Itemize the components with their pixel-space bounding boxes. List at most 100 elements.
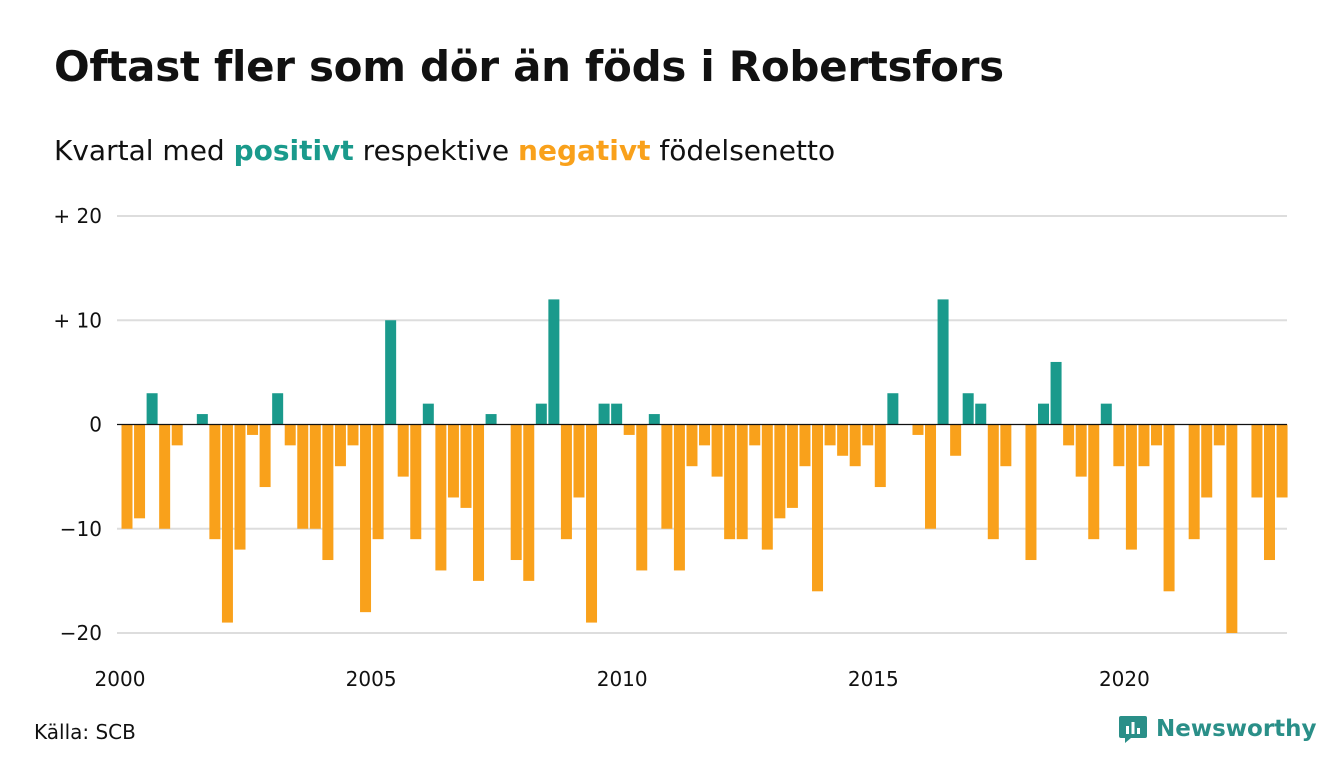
- bar-negative: [573, 424, 585, 498]
- bar-negative: [686, 424, 698, 467]
- newsworthy-logo[interactable]: Newsworthy: [1118, 714, 1317, 744]
- x-axis: 2000 2005 2010 2015 2020: [95, 667, 1150, 691]
- bar-negative: [1251, 424, 1263, 498]
- bar-negative: [171, 424, 183, 446]
- bar-negative: [673, 424, 685, 571]
- logo-text: Newsworthy: [1156, 716, 1317, 742]
- bar-negative: [397, 424, 409, 477]
- bar-negative: [510, 424, 522, 561]
- chart-title: Oftast fler som dör än föds i Robertsfor…: [54, 42, 1004, 91]
- bar-positive: [962, 393, 974, 425]
- bar-negative: [1163, 424, 1175, 592]
- bar-negative: [297, 424, 309, 529]
- bar-negative: [761, 424, 773, 550]
- bar-negative: [1088, 424, 1100, 540]
- bar-negative: [1113, 424, 1125, 467]
- bar-positive: [937, 299, 949, 425]
- x-tick-label: 2005: [346, 667, 397, 691]
- bar-negative: [824, 424, 836, 446]
- bar-positive: [422, 403, 434, 425]
- bar-negative: [912, 424, 924, 435]
- bar-negative: [636, 424, 648, 571]
- bar-positive: [648, 414, 660, 425]
- bar-negative: [849, 424, 861, 467]
- bar-positive: [975, 403, 987, 425]
- bar-negative: [749, 424, 761, 446]
- bar-negative: [1226, 424, 1238, 633]
- bar-negative: [837, 424, 849, 456]
- bar-positive: [485, 414, 497, 425]
- bar-negative: [334, 424, 346, 467]
- y-axis: + 20 + 10 0 −10 −20: [53, 204, 102, 645]
- bar-negative: [1063, 424, 1075, 446]
- source-note: Källa: SCB: [34, 720, 136, 744]
- subtitle-suffix: födelsenetto: [650, 134, 836, 167]
- bar-negative: [247, 424, 259, 435]
- bar-negative: [360, 424, 372, 613]
- bar-negative: [347, 424, 359, 446]
- bar-negative: [460, 424, 472, 508]
- chart-subtitle: Kvartal med positivt respektive negativt…: [54, 134, 835, 167]
- bar-negative: [1138, 424, 1150, 467]
- bar-positive: [1100, 403, 1112, 425]
- bar-negative: [1125, 424, 1137, 550]
- bar-positive: [887, 393, 899, 425]
- bar-negative: [1213, 424, 1225, 446]
- bar-negative: [234, 424, 246, 550]
- y-tick-label: + 10: [53, 308, 102, 332]
- bar-negative: [523, 424, 535, 581]
- subtitle-negative: negativt: [518, 134, 651, 167]
- bar-positive: [272, 393, 284, 425]
- bar-positive: [1038, 403, 1050, 425]
- bar-negative: [812, 424, 824, 592]
- bar-positive: [598, 403, 610, 425]
- bar-negative: [799, 424, 811, 467]
- bar-negative: [1264, 424, 1275, 561]
- subtitle-prefix: Kvartal med: [54, 134, 234, 167]
- bar-negative: [950, 424, 962, 456]
- x-tick-label: 2010: [597, 667, 648, 691]
- bar-negative: [1276, 424, 1288, 498]
- y-tick-label: −10: [60, 517, 102, 541]
- bar-positive: [535, 403, 547, 425]
- bar-negative: [447, 424, 459, 498]
- x-tick-label: 2015: [848, 667, 899, 691]
- subtitle-positive: positivt: [233, 134, 354, 167]
- bar-negative: [874, 424, 886, 488]
- bar-positive: [1050, 361, 1062, 425]
- bar-negative: [586, 424, 598, 623]
- y-tick-label: + 20: [53, 204, 102, 228]
- x-tick-label: 2000: [95, 667, 146, 691]
- bar-negative: [410, 424, 422, 540]
- bar-negative: [134, 424, 146, 519]
- bar-negative: [661, 424, 673, 529]
- bar-negative: [435, 424, 447, 571]
- bar-negative: [925, 424, 937, 529]
- x-tick-label: 2020: [1099, 667, 1150, 691]
- bar-negative: [1188, 424, 1200, 540]
- bar-negative: [736, 424, 748, 540]
- bar-negative: [159, 424, 171, 529]
- bar-negative: [473, 424, 485, 581]
- bar-negative: [121, 424, 133, 529]
- bars: [121, 299, 1288, 633]
- bar-negative: [711, 424, 723, 477]
- bar-positive: [385, 320, 397, 425]
- bar-negative: [774, 424, 786, 519]
- bar-negative: [699, 424, 711, 446]
- bar-positive: [548, 299, 560, 425]
- bar-positive: [611, 403, 623, 425]
- newsworthy-logo-icon: [1119, 716, 1147, 743]
- bar-negative: [309, 424, 321, 529]
- bar-negative: [560, 424, 572, 540]
- bar-negative: [209, 424, 221, 540]
- bar-negative: [1151, 424, 1163, 446]
- bar-negative: [1201, 424, 1213, 498]
- bar-negative: [322, 424, 334, 561]
- bar-positive: [146, 393, 158, 425]
- bar-negative: [284, 424, 296, 446]
- bar-negative: [1025, 424, 1037, 561]
- bar-negative: [786, 424, 798, 508]
- bar-positive: [196, 414, 208, 425]
